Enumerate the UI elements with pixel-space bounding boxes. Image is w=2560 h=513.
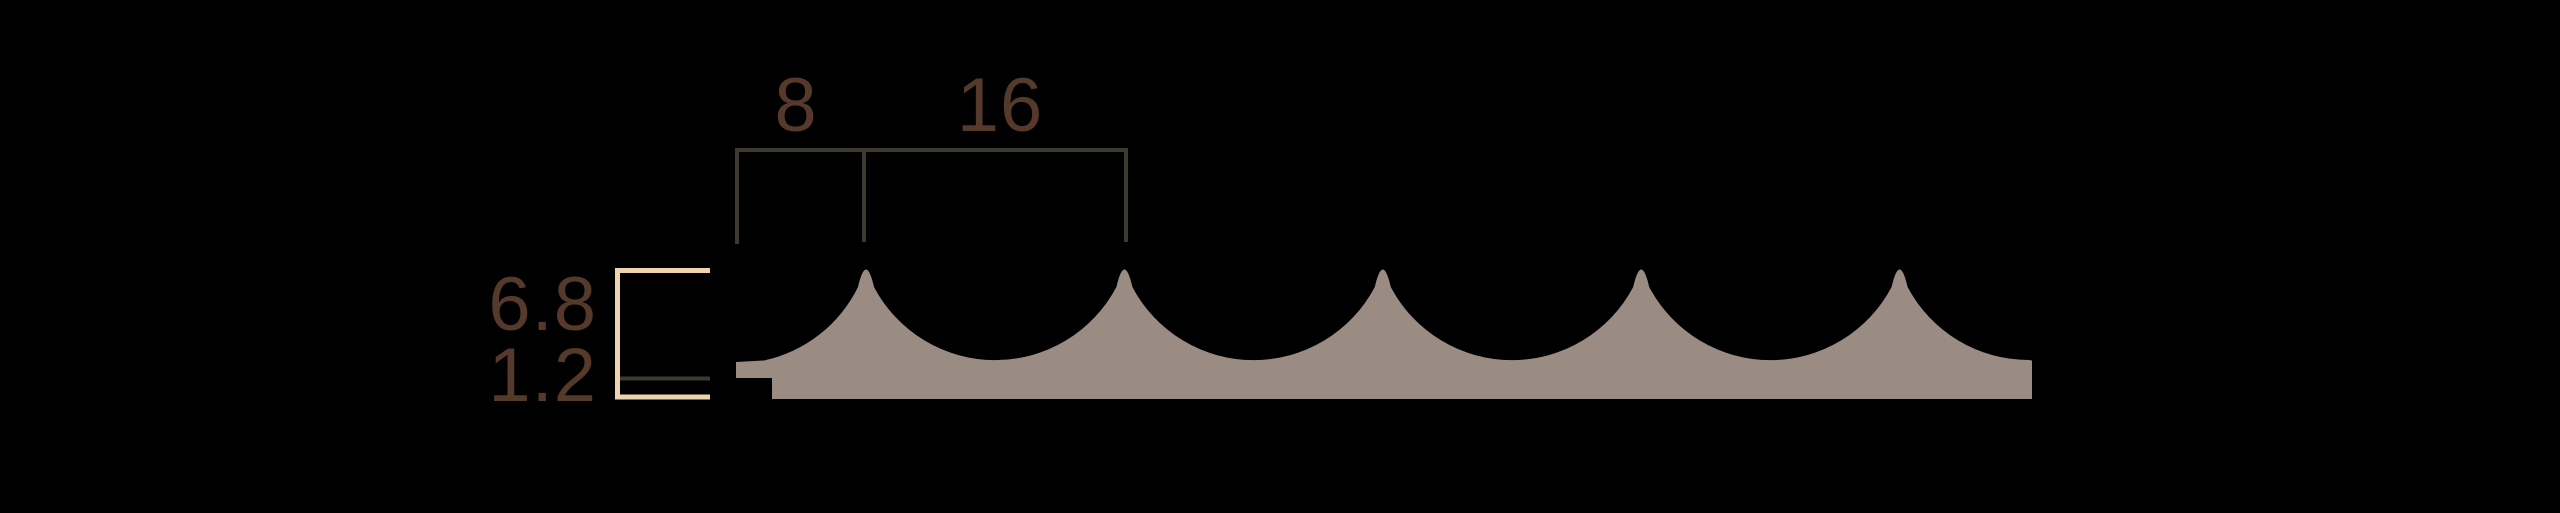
left-dim-label-6-8: 6.8 — [488, 262, 597, 347]
width-dimension-lines — [735, 148, 1128, 244]
left-dim-label-1-2: 1.2 — [488, 333, 597, 418]
top-dim-label-8: 8 — [774, 63, 817, 148]
top-dim-label-16: 16 — [957, 63, 1044, 148]
height-dimension-bracket — [615, 268, 710, 400]
panel-profile-shape — [736, 269, 2032, 399]
